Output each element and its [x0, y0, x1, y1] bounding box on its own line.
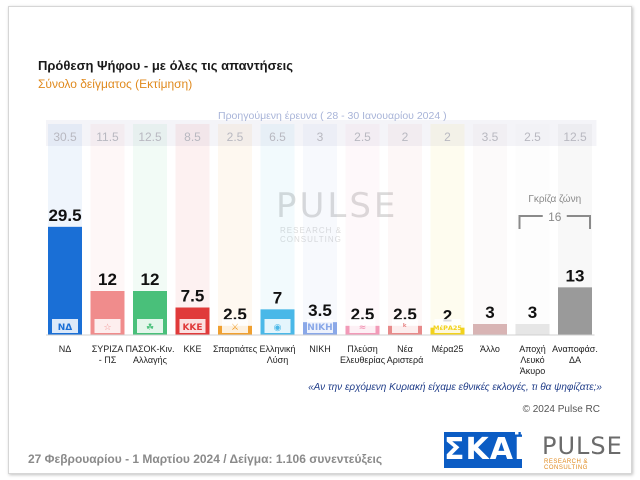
- bar-value-label: 2: [443, 307, 452, 326]
- category-label: Αναποφάσ.: [552, 344, 598, 354]
- party-logo-icon: ΝΔ: [58, 323, 73, 333]
- category-label: Αποχή: [519, 344, 546, 354]
- slide-frame: [8, 6, 632, 474]
- pulse-logo: PULSE RESEARCH & CONSULTING: [532, 432, 630, 471]
- category-label: Αριστερά: [387, 355, 424, 365]
- copyright-note: © 2024 Pulse RC: [522, 404, 600, 415]
- category-label: ΠΑΣΟΚ-Κιν.: [125, 344, 174, 354]
- previous-value-label: 8.5: [184, 130, 201, 144]
- category-label: Ελευθερίας: [340, 355, 386, 365]
- category-label: Λευκό: [520, 355, 544, 365]
- previous-value-label: 2: [444, 130, 451, 144]
- party-logo-icon: ≈: [359, 323, 367, 333]
- pulse-watermark: PULSE RESEARCH & CONSULTING: [260, 186, 400, 246]
- bar-value-label: 12: [141, 270, 160, 289]
- category-label: Ελληνική: [259, 344, 295, 354]
- category-label: Άλλο: [480, 344, 500, 354]
- bar-value-label: 3: [485, 303, 494, 322]
- chart-subtitle: Σύνολο δείγματος (Εκτίμηση): [38, 77, 193, 91]
- previous-value-label: 3: [317, 130, 324, 144]
- previous-value-label: 2.5: [524, 130, 541, 144]
- category-label: ΝΙΚΗ: [309, 344, 331, 354]
- category-label: Μέρα25: [432, 344, 464, 354]
- column-background: [430, 124, 465, 335]
- category-label: Άκυρο: [520, 366, 546, 376]
- party-logo-box: [94, 319, 121, 333]
- bar: [48, 226, 82, 335]
- category-label: ΝΔ: [59, 344, 72, 354]
- previous-survey-label: Προηγούμενη έρευνα ( 28 - 30 Ιανουαρίου …: [218, 110, 447, 122]
- survey-question: «Αν την ερχόμενη Κυριακή είχαμε εθνικές …: [308, 382, 602, 393]
- watermark-sub: RESEARCH & CONSULTING: [280, 226, 343, 244]
- bar-value-label: 7: [273, 288, 282, 307]
- party-logo-icon: ◉: [274, 323, 282, 333]
- previous-value-label: 12.5: [563, 130, 587, 144]
- party-logo-icon: ☆: [103, 323, 111, 333]
- party-logo-icon: ☘: [146, 323, 154, 333]
- bar: [473, 324, 507, 335]
- column-background: [388, 124, 422, 335]
- party-logo-icon: ΝΙΚΗ: [307, 323, 332, 333]
- party-logo-box: [434, 319, 461, 333]
- party-logo-icon: ΚΚΕ: [182, 323, 202, 333]
- bar-value-label: 7.5: [181, 287, 205, 306]
- bar: [515, 324, 550, 335]
- bar-value-label: 3.5: [308, 301, 332, 320]
- column-background: [303, 124, 337, 335]
- grey-zone-value: 16: [548, 210, 562, 224]
- column-background: [260, 124, 295, 335]
- category-label: Πλεύση: [347, 344, 378, 354]
- bar: [558, 287, 592, 335]
- party-logo-box: [137, 319, 163, 333]
- category-label: Νέα: [397, 344, 413, 354]
- previous-survey-band: [46, 120, 597, 146]
- party-logo-box: [307, 319, 333, 333]
- category-label: Αλλαγής: [133, 355, 168, 365]
- previous-value-label: 6.5: [269, 130, 286, 144]
- skai-logo: ΣΚΑΪ: [444, 432, 527, 468]
- party-logo-box: [392, 319, 418, 333]
- column-background: [515, 124, 550, 335]
- previous-value-label: 11.5: [96, 130, 119, 144]
- previous-value-label: 12.5: [138, 130, 162, 144]
- previous-value-label: 2: [402, 130, 409, 144]
- pulse-logo-sub: RESEARCH & CONSULTING: [544, 459, 589, 471]
- previous-value-label: 2.5: [354, 130, 371, 144]
- party-logo-box: [264, 319, 291, 333]
- category-label: Σπαρτιάτες: [213, 344, 258, 354]
- column-background: [473, 124, 507, 335]
- category-label: - ΠΣ: [99, 355, 117, 365]
- bar-value-label: 29.5: [48, 206, 81, 225]
- category-label: ΣΥΡΙΖΑ: [92, 344, 124, 354]
- party-logo-icon: ⚔: [231, 323, 239, 333]
- party-logo-box: [52, 319, 78, 333]
- bar-value-label: 12: [98, 270, 117, 289]
- watermark-word: PULSE: [276, 186, 399, 226]
- survey-footer: 27 Φεβρουαρίου - 1 Μαρτίου 2024 / Δείγμα…: [28, 452, 383, 466]
- party-logo-box: [349, 319, 376, 333]
- chart-title: Πρόθεση Ψήφου - με όλες τις απαντήσεις: [38, 58, 294, 73]
- previous-value-label: 2.5: [227, 130, 244, 144]
- category-label: ΚΚΕ: [183, 344, 201, 354]
- party-logo-box: [222, 319, 248, 333]
- column-background: [345, 124, 380, 335]
- grey-zone-bracket: [518, 215, 591, 229]
- bar-value-label: 3: [528, 303, 537, 322]
- category-label: Λύση: [267, 355, 289, 365]
- previous-value-label: 30.5: [53, 130, 77, 144]
- column-background: [175, 124, 210, 335]
- previous-value-label: 3.5: [482, 130, 499, 144]
- category-label: ΔΑ: [569, 355, 581, 365]
- party-logo-icon: ᵏ: [403, 323, 407, 333]
- pulse-logo-word: PULSE: [542, 432, 623, 460]
- grey-zone-label: Γκρίζα ζώνη: [528, 193, 581, 205]
- party-logo-icon: ΜέΡΑ25: [433, 324, 462, 332]
- column-background: [218, 124, 252, 335]
- bar-value-label: 13: [566, 266, 585, 285]
- party-logo-box: [179, 319, 206, 333]
